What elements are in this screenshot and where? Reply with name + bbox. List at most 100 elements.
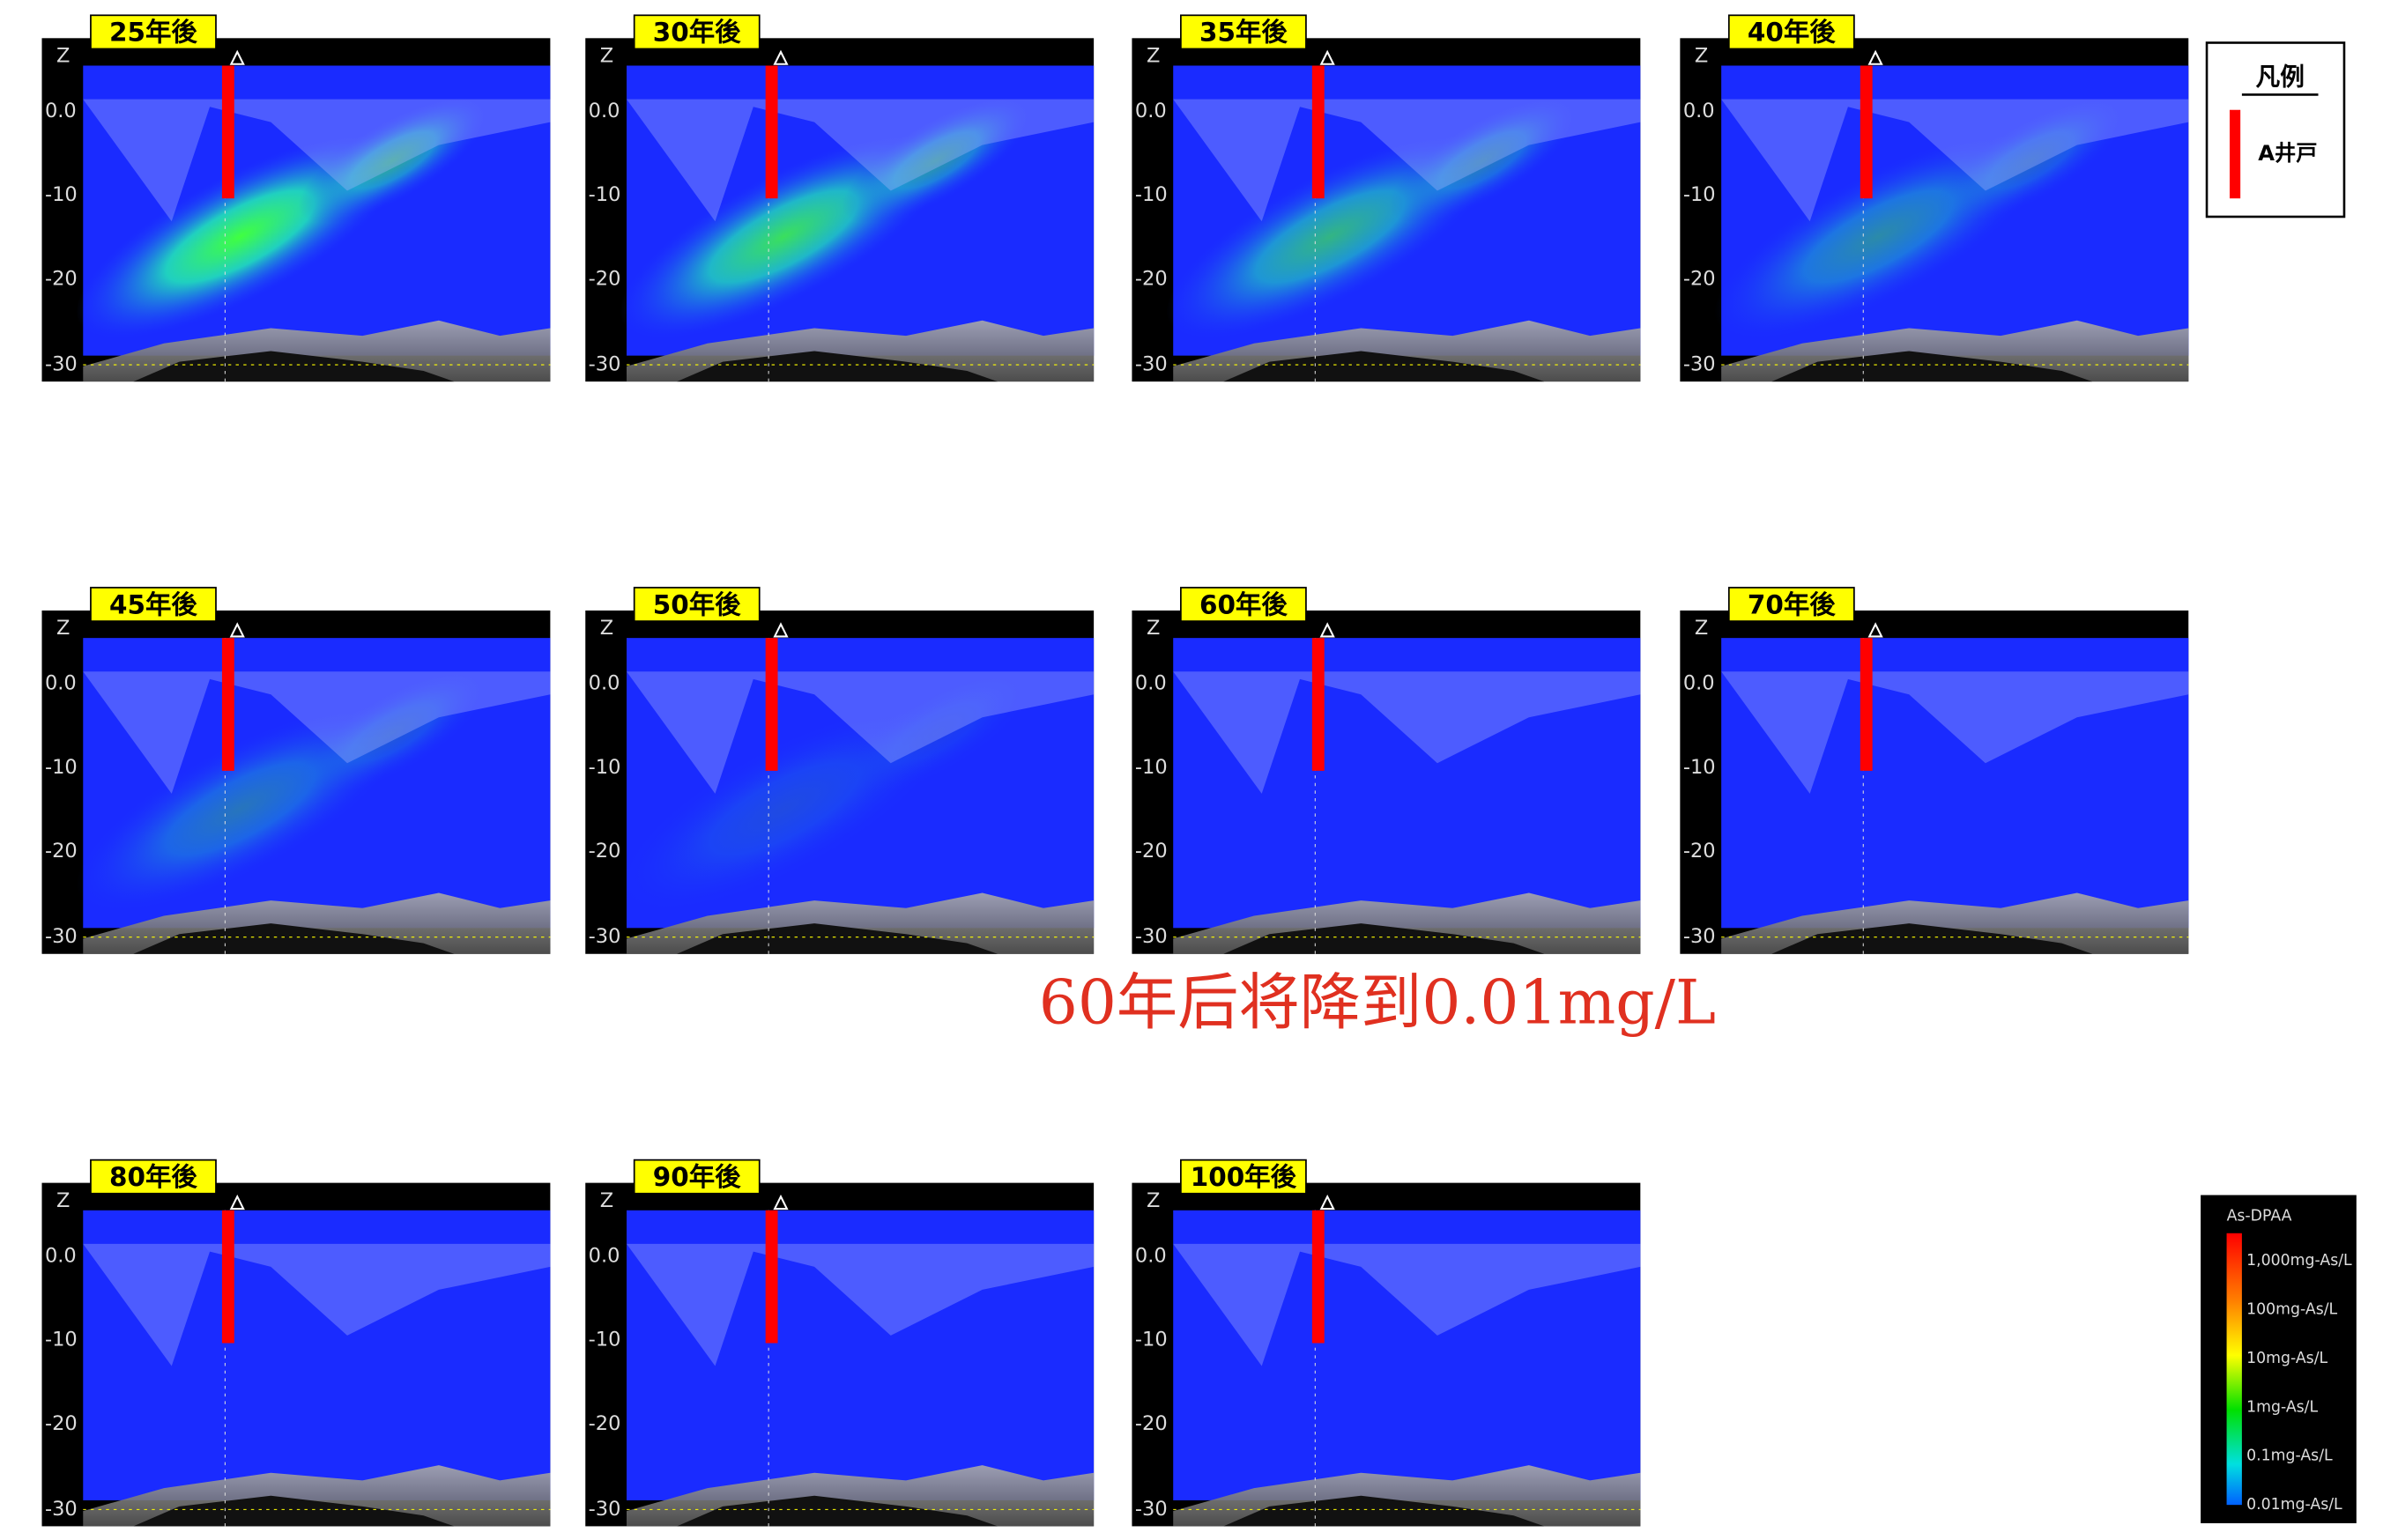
axis-label: Z xyxy=(1695,45,1708,68)
y-tick-label: -10 xyxy=(589,1329,621,1351)
well-marker xyxy=(1319,622,1335,638)
panel-label: 30年後 xyxy=(653,18,741,48)
well-marker xyxy=(773,49,789,65)
well-marker xyxy=(1867,49,1883,65)
y-tick-label: -20 xyxy=(1683,840,1716,863)
y-tick-label: -20 xyxy=(45,1412,78,1435)
panel-label: 80年後 xyxy=(109,1162,197,1192)
well xyxy=(765,65,778,199)
colorbar-label: 0.1mg-As/L xyxy=(2246,1447,2333,1465)
plot-area xyxy=(1173,1210,1641,1500)
surface xyxy=(1721,99,2189,222)
y-tick-label: -30 xyxy=(45,925,78,948)
surface xyxy=(83,99,551,222)
plot-area xyxy=(83,1210,551,1500)
y-tick-label: -20 xyxy=(1683,268,1716,291)
surface xyxy=(83,1243,551,1366)
panel: 40年後 Z 0.0 -10 -20 -30 xyxy=(1680,14,2189,382)
y-tick-label: -10 xyxy=(45,1329,78,1351)
plot-area xyxy=(627,1210,1095,1500)
well-marker xyxy=(1867,622,1883,638)
well-marker xyxy=(773,622,789,638)
y-tick-label: -30 xyxy=(1135,1498,1168,1521)
well-marker xyxy=(1319,1194,1335,1211)
surface xyxy=(83,671,551,794)
axis-label: Z xyxy=(56,617,70,640)
panel-label-box xyxy=(1180,587,1307,622)
y-tick-label: -30 xyxy=(1683,353,1716,376)
y-tick-label: -20 xyxy=(1135,268,1168,291)
bedrock xyxy=(677,351,998,382)
axis-label: Z xyxy=(600,617,613,640)
colorbar-title: As-DPAA xyxy=(2227,1208,2292,1225)
plume xyxy=(298,97,488,224)
panel-label-box xyxy=(633,14,761,50)
axis-label: Z xyxy=(56,1189,70,1212)
bedrock xyxy=(677,923,998,954)
surface xyxy=(1173,671,1641,794)
y-tick-label: 0.0 xyxy=(1135,1244,1167,1267)
colorbar-label: 0.01mg-As/L xyxy=(2246,1496,2342,1514)
axis-label: Z xyxy=(600,1189,613,1212)
axis-label: Z xyxy=(600,45,613,68)
well xyxy=(221,65,234,199)
panel-label-box xyxy=(633,1159,761,1195)
plot-area xyxy=(1721,638,2189,929)
well-marker xyxy=(229,1194,245,1211)
bedrock xyxy=(1771,351,2093,382)
well xyxy=(1311,638,1325,771)
y-tick-label: -20 xyxy=(1135,1412,1168,1435)
panel-label: 35年後 xyxy=(1199,18,1288,48)
well-marker xyxy=(229,622,245,638)
well xyxy=(221,638,234,771)
panel: 100年後 Z 0.0 -10 -20 -30 xyxy=(1132,1159,1641,1527)
panel: 80年後 Z 0.0 -10 -20 -30 xyxy=(41,1159,551,1527)
y-tick-label: -10 xyxy=(1135,1329,1168,1351)
colorbar-scale xyxy=(2226,1233,2242,1506)
y-tick-label: -30 xyxy=(589,353,621,376)
panel-label: 45年後 xyxy=(109,589,197,619)
bedrock xyxy=(1771,923,2093,954)
y-tick-label: -20 xyxy=(589,268,621,291)
y-tick-label: -10 xyxy=(589,183,621,206)
plot-area xyxy=(1173,638,1641,929)
axis-label: Z xyxy=(1147,617,1160,640)
panel: 60年後 Z 0.0 -10 -20 -30 xyxy=(1132,587,1641,954)
panel: 25年後 Z 0.0 -10 -20 -30 xyxy=(41,14,551,382)
y-tick-label: 0.0 xyxy=(1683,672,1715,695)
y-tick-label: -30 xyxy=(45,1498,78,1521)
well-marker xyxy=(229,49,245,65)
y-tick-label: -10 xyxy=(45,756,78,779)
panel-label: 50年後 xyxy=(653,589,741,619)
bedrock xyxy=(133,351,455,382)
axis-label: Z xyxy=(1695,617,1708,640)
panel-label-box xyxy=(633,587,761,622)
y-tick-label: 0.0 xyxy=(45,1244,77,1267)
y-tick-label: -20 xyxy=(45,268,78,291)
y-tick-label: -30 xyxy=(45,353,78,376)
y-tick-label: -30 xyxy=(1135,353,1168,376)
y-tick-label: -10 xyxy=(1135,183,1168,206)
bedrock xyxy=(677,1495,998,1527)
colorbar: As-DPAA 1,000mg-As/L 100mg-As/L 10mg-As/L 1… xyxy=(2201,1195,2357,1523)
well xyxy=(765,638,778,771)
y-tick-label: 0.0 xyxy=(1135,672,1167,695)
panel-label-box xyxy=(1727,587,1855,622)
panel-label: 70年後 xyxy=(1748,589,1836,619)
panel-label: 40年後 xyxy=(1748,18,1836,48)
panel-label-box xyxy=(90,587,217,622)
bedrock xyxy=(133,923,455,954)
bedrock xyxy=(1223,351,1545,382)
y-tick-label: -10 xyxy=(1135,756,1168,779)
surface xyxy=(627,99,1095,222)
y-tick-label: -10 xyxy=(45,183,78,206)
panel-label-box xyxy=(1180,1159,1307,1195)
well-marker xyxy=(1319,49,1335,65)
panel-label: 60年後 xyxy=(1199,589,1288,619)
well xyxy=(1311,65,1325,199)
panel-label-box xyxy=(90,14,217,50)
bedrock xyxy=(133,1495,455,1527)
plume xyxy=(1936,97,2127,224)
y-tick-label: 0.0 xyxy=(589,100,620,122)
